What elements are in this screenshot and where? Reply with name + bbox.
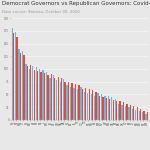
Bar <box>73 88 75 120</box>
Bar <box>42 70 44 120</box>
Bar <box>54 78 56 120</box>
Bar <box>60 82 61 120</box>
Bar <box>111 97 112 120</box>
Bar <box>128 107 130 120</box>
Bar <box>95 92 97 120</box>
Bar <box>85 88 86 120</box>
Bar <box>25 64 27 120</box>
Bar <box>53 75 54 120</box>
Bar <box>94 96 95 120</box>
Bar <box>61 78 62 120</box>
Bar <box>51 74 52 120</box>
Bar <box>15 32 16 120</box>
Bar <box>84 92 85 120</box>
Bar <box>70 87 71 120</box>
Bar <box>88 89 90 120</box>
Bar <box>80 87 81 120</box>
Bar <box>116 101 117 120</box>
Bar <box>46 72 47 120</box>
Bar <box>75 84 76 120</box>
Bar <box>44 73 45 120</box>
Bar <box>63 79 64 120</box>
Bar <box>66 85 68 120</box>
Bar <box>144 111 145 120</box>
Bar <box>27 66 28 120</box>
Bar <box>112 100 114 120</box>
Bar <box>133 106 135 120</box>
Bar <box>146 114 147 120</box>
Bar <box>99 96 100 120</box>
Bar <box>108 96 109 120</box>
Bar <box>115 99 116 120</box>
Bar <box>47 75 49 120</box>
Text: Data source: Statista, October 30, 2020: Data source: Statista, October 30, 2020 <box>2 10 79 14</box>
Bar <box>56 80 57 120</box>
Bar <box>23 55 25 120</box>
Bar <box>82 89 83 120</box>
Bar <box>12 28 13 120</box>
Bar <box>102 97 104 120</box>
Bar <box>118 104 119 120</box>
Bar <box>39 69 40 120</box>
Bar <box>104 96 106 120</box>
Bar <box>125 106 126 120</box>
Bar <box>16 37 18 120</box>
Bar <box>20 53 21 120</box>
Bar <box>119 101 121 120</box>
Bar <box>126 104 128 120</box>
Bar <box>64 82 66 120</box>
Bar <box>36 68 37 120</box>
Bar <box>135 110 136 120</box>
Bar <box>137 107 138 120</box>
Bar <box>32 66 33 120</box>
Bar <box>109 99 110 120</box>
Bar <box>87 93 88 120</box>
Bar <box>130 105 131 120</box>
Bar <box>90 94 92 120</box>
Bar <box>123 102 124 120</box>
Bar <box>58 77 59 120</box>
Bar <box>22 51 23 120</box>
Bar <box>101 94 102 120</box>
Bar <box>106 98 107 120</box>
Bar <box>29 69 30 120</box>
Bar <box>92 90 93 120</box>
Bar <box>139 111 140 120</box>
Bar <box>68 82 69 120</box>
Bar <box>30 65 32 120</box>
Bar <box>37 70 38 120</box>
Bar <box>147 112 148 120</box>
Bar <box>122 105 123 120</box>
Bar <box>34 70 35 120</box>
Bar <box>78 85 80 120</box>
Bar <box>71 83 73 120</box>
Bar <box>49 78 51 120</box>
Bar <box>132 109 133 120</box>
Bar <box>18 49 20 120</box>
Bar <box>97 93 99 120</box>
Bar <box>142 112 143 120</box>
Bar <box>13 33 14 120</box>
Text: Democrat Governors vs Republican Governors: Covid-19 Death R: Democrat Governors vs Republican Governo… <box>2 2 150 6</box>
Bar <box>140 109 141 120</box>
Bar <box>40 72 42 120</box>
Bar <box>77 89 78 120</box>
